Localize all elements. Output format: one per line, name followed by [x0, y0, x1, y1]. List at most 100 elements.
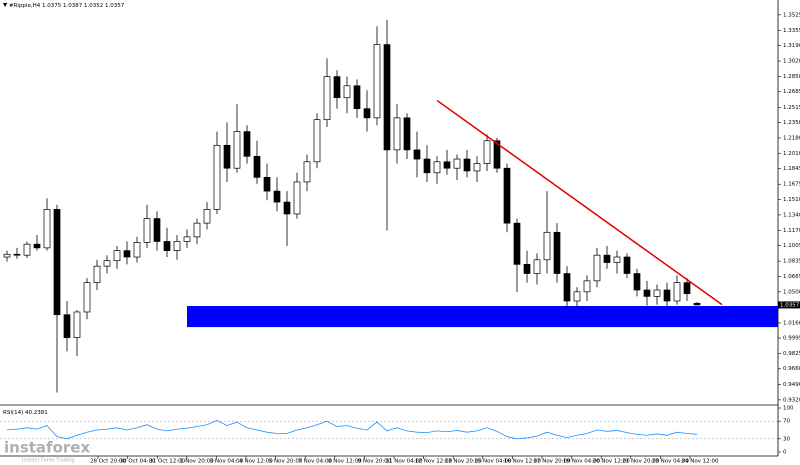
watermark-brand: instaforex — [4, 439, 90, 457]
candle-body — [503, 167, 511, 224]
candle-body — [143, 218, 151, 243]
y-tick-label: 0.9320 — [783, 397, 800, 403]
candle-body — [423, 158, 431, 174]
support-zone — [187, 306, 778, 328]
candle-body — [513, 222, 521, 265]
candle-body — [683, 282, 691, 295]
candle-body — [153, 218, 161, 242]
y-tick-label: 1.1340 — [783, 212, 800, 218]
candle-body — [383, 44, 391, 151]
candle-body — [123, 250, 131, 258]
candle-body — [53, 209, 61, 316]
candle-body — [553, 231, 561, 274]
candle-body — [183, 236, 191, 242]
candle-body — [313, 119, 321, 163]
rsi-tick-label: 70 — [783, 419, 790, 425]
x-tick-label: 19 Nov 04:00 — [563, 459, 601, 465]
x-tick-label: 24 Nov 12:00 — [681, 459, 719, 465]
candle-body — [643, 289, 651, 297]
y-tick-label: 1.2010 — [783, 151, 800, 157]
candle-body — [393, 117, 401, 151]
candle-body — [593, 254, 601, 282]
x-tick-label: 31 Oct 12:00 — [149, 459, 185, 465]
candle-body — [83, 282, 91, 313]
x-tick-label: 13 Nov 20:00 — [445, 459, 483, 465]
rsi-line — [6, 419, 698, 440]
y-tick-label: 1.3525 — [783, 12, 800, 18]
candle-body — [563, 273, 571, 302]
x-tick-label: 4 Nov 12:00 — [239, 459, 273, 465]
rsi-tick-label: 0 — [783, 450, 787, 456]
candle-body — [3, 253, 11, 258]
candle-body — [573, 291, 581, 302]
chart-title: ▼ #Ripple,H4 1.0375 1.0387 1.0352 1.0357 — [3, 3, 125, 9]
y-tick-label: 1.2515 — [783, 105, 800, 111]
candle-body — [253, 155, 261, 178]
y-tick-label: 1.3355 — [783, 28, 800, 34]
trendline — [436, 99, 723, 306]
candle-body — [483, 140, 491, 164]
y-tick-label: 1.2850 — [783, 74, 800, 80]
rsi-tick-label: 30 — [783, 436, 790, 442]
candle-body — [543, 231, 551, 261]
candle-body — [223, 144, 231, 169]
ohlc-high: 1.0387 — [63, 3, 83, 9]
x-tick-label: 23 Nov 04:00 — [652, 459, 690, 465]
candle-body — [613, 256, 621, 263]
price-marker — [778, 301, 800, 309]
candle-body — [413, 149, 421, 160]
rsi-last: 40.2381 — [25, 410, 48, 416]
candle-body — [113, 250, 121, 262]
candle-body — [433, 161, 441, 174]
candle-body — [663, 289, 671, 302]
y-tick-label: 0.9995 — [783, 336, 800, 342]
x-tick-label: 5 Nov 20:00 — [269, 459, 303, 465]
candle-body — [203, 209, 211, 224]
candle-body — [93, 265, 101, 284]
candle-body — [373, 44, 381, 119]
x-tick-label: 17 Nov 20:00 — [533, 459, 571, 465]
candle-body — [443, 161, 451, 169]
rsi-name: RSI(14) — [3, 410, 23, 416]
candle-body — [33, 243, 41, 249]
candle-body — [163, 241, 171, 251]
candle-body — [343, 85, 351, 99]
y-tick-label: 1.2350 — [783, 120, 800, 126]
price-marker-label: 1.0357 — [780, 302, 800, 308]
ohlc-low: 1.0352 — [84, 3, 103, 9]
candle-body — [473, 163, 481, 172]
y-tick-label: 1.1675 — [783, 182, 800, 188]
candle-body — [403, 117, 411, 151]
x-tick-label: 16 Nov 12:00 — [504, 459, 542, 465]
candle-body — [43, 209, 51, 249]
candle-body — [673, 282, 681, 302]
y-tick-label: 1.3020 — [783, 59, 800, 65]
x-tick-label: 9 Nov 20:00 — [358, 459, 392, 465]
ohlc-open: 1.0375 — [42, 3, 62, 9]
x-tick-label: 30 Oct 04:00 — [120, 459, 156, 465]
y-tick-label: 1.0500 — [783, 289, 800, 295]
candle-body — [73, 311, 81, 338]
x-tick-label: 28 Oct 20:00 — [90, 459, 126, 465]
candle-body — [333, 76, 341, 99]
candle-body — [273, 190, 281, 203]
x-tick-label: 1 Nov 20:00 — [180, 459, 214, 465]
candle-body — [533, 259, 541, 274]
watermark-tagline: Instant Forex Trading — [22, 458, 75, 464]
candle-body — [693, 302, 701, 306]
y-tick-label: 1.1510 — [783, 197, 800, 203]
y-tick-label: 0.9825 — [783, 351, 800, 357]
candle-body — [623, 256, 631, 274]
y-tick-label: 1.1170 — [783, 228, 800, 234]
x-tick-label: 15 Nov 04:00 — [474, 459, 512, 465]
candle-body — [243, 131, 251, 157]
candle-body — [233, 131, 241, 169]
candle-body — [23, 243, 31, 256]
candle-body — [13, 253, 21, 256]
candle-body — [63, 314, 71, 338]
candle-body — [133, 242, 141, 258]
candle-body — [263, 177, 271, 192]
